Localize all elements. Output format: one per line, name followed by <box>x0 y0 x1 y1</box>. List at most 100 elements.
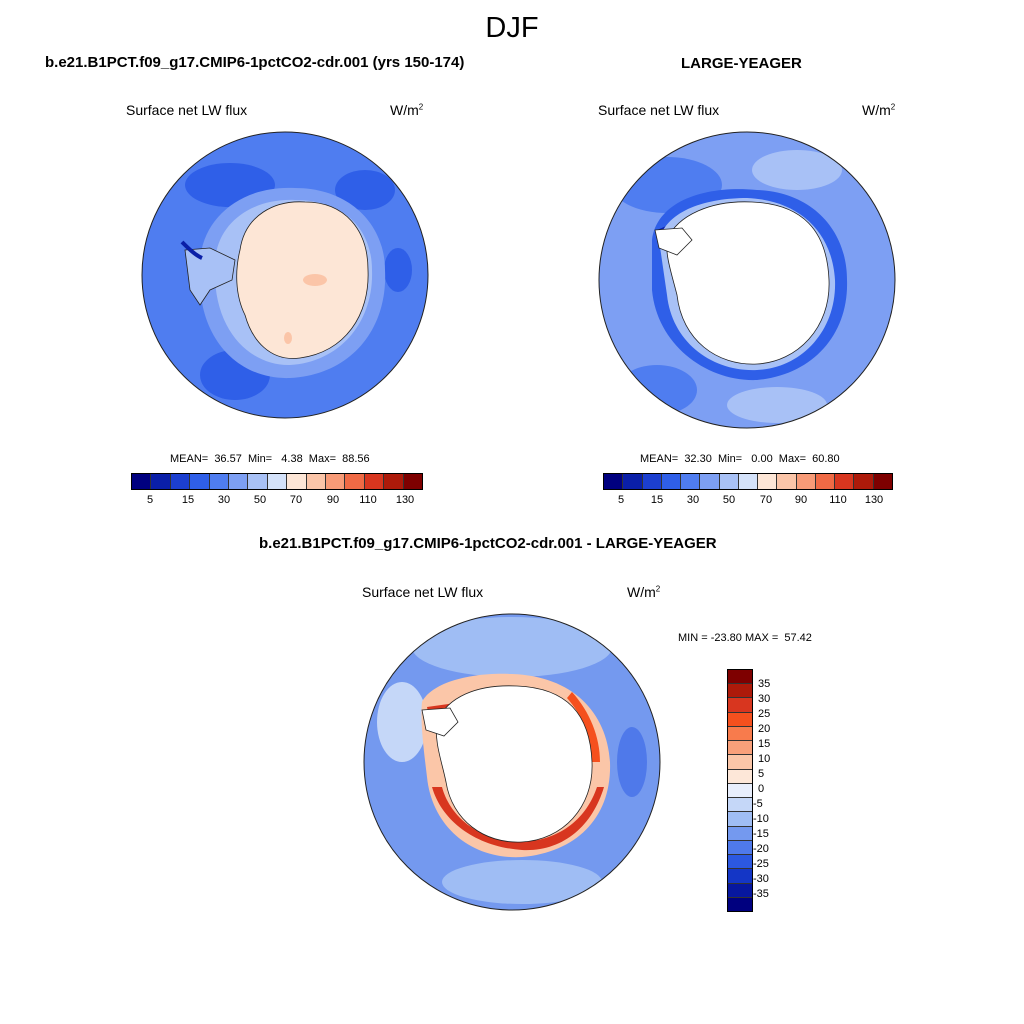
panel1-map <box>141 131 429 419</box>
panel2-colorbar-swatch-1 <box>604 474 624 489</box>
panel1-colorbar-swatch-1 <box>132 474 152 489</box>
panel3-colorbar-swatch-4 <box>728 712 752 727</box>
panel3-colorbar-swatch-8 <box>728 769 752 784</box>
panel3-colorbar-swatch-11 <box>728 812 752 827</box>
panel2-colorbar-swatch-5 <box>681 474 701 489</box>
panel3-colorbar-swatch-17 <box>728 897 752 911</box>
colorbar-tick-label: -15 <box>753 828 769 840</box>
panel1-colorbar-swatch-3 <box>170 474 191 489</box>
colorbar-tick-label: 15 <box>181 494 195 506</box>
colorbar-tick-label: 25 <box>758 708 771 720</box>
colorbar-tick-label: 10 <box>758 753 771 765</box>
panel2-variable-label: Surface net LW flux <box>598 102 720 118</box>
colorbar-tick-label: -25 <box>753 858 769 870</box>
panel2-colorbar-swatch-8 <box>738 474 759 489</box>
colorbar-tick-label: -10 <box>753 813 769 825</box>
panel1-colorbar-swatch-8 <box>267 474 288 489</box>
panel3-stats: MIN = -23.80 MAX = 57.42 <box>678 632 812 644</box>
panel2-colorbar-swatch-13 <box>835 474 855 489</box>
panel3-colorbar-swatch-15 <box>728 869 752 884</box>
colorbar-tick-label: 5 <box>617 494 625 506</box>
colorbar-tick-label: 5 <box>758 768 765 780</box>
colorbar-tick-label: 20 <box>758 723 771 735</box>
panel2-stats: MEAN= 32.30 Min= 0.00 Max= 60.80 <box>640 453 840 465</box>
panel3-colorbar-swatch-16 <box>728 883 752 898</box>
panel3-colorbar-swatch-1 <box>728 670 752 685</box>
panel1-colorbar <box>131 473 423 490</box>
panel2-colorbar-swatch-7 <box>719 474 739 489</box>
colorbar-tick-label: 110 <box>829 494 847 506</box>
panel2-colorbar-swatch-2 <box>623 474 643 489</box>
panel3-map <box>363 613 661 911</box>
panel1-colorbar-swatch-15 <box>403 474 423 489</box>
panel1-colorbar-swatch-13 <box>364 474 385 489</box>
colorbar-tick-label: -30 <box>753 873 769 885</box>
panel2-map <box>598 131 896 429</box>
panel1-colorbar-swatch-12 <box>345 474 365 489</box>
panel3-units-label: W/m2 <box>627 584 661 600</box>
colorbar-tick-label: -20 <box>753 843 769 855</box>
panel3-variable-label: Surface net LW flux <box>362 584 484 600</box>
panel1-title: b.e21.B1PCT.f09_g17.CMIP6-1pctCO2-cdr.00… <box>45 54 465 71</box>
colorbar-tick-label: 35 <box>758 678 771 690</box>
panel3-colorbar-swatch-12 <box>728 826 752 841</box>
panel3-colorbar-swatch-5 <box>728 726 752 742</box>
panel1-units-label: W/m2 <box>390 102 424 118</box>
panel2-colorbar-ticks: 5 15 30 50 70 90 110 130 <box>603 494 891 508</box>
colorbar-tick-label: 90 <box>794 494 808 506</box>
panel2-units-label: W/m2 <box>862 102 896 118</box>
panel2-colorbar-swatch-15 <box>873 474 892 489</box>
panel3-colorbar-swatch-9 <box>728 783 752 799</box>
panel1-colorbar-swatch-9 <box>287 474 307 489</box>
panel2-title: LARGE-YEAGER <box>681 55 802 72</box>
panel3-colorbar-swatch-13 <box>728 840 752 856</box>
colorbar-tick-label: 130 <box>395 494 415 506</box>
panel1-colorbar-swatch-2 <box>151 474 171 489</box>
colorbar-tick-label: 70 <box>759 494 773 506</box>
panel2-colorbar-swatch-9 <box>758 474 778 489</box>
panel3-colorbar-swatch-6 <box>728 741 752 756</box>
panel1-colorbar-swatch-5 <box>209 474 230 489</box>
panel1-colorbar-swatch-10 <box>306 474 327 489</box>
colorbar-tick-label: 90 <box>326 494 340 506</box>
colorbar-tick-label: 110 <box>359 494 377 506</box>
panel3-colorbar-swatch-10 <box>728 798 752 813</box>
panel2-colorbar-swatch-6 <box>700 474 720 489</box>
panel3-colorbar-swatch-2 <box>728 684 752 699</box>
panel2-colorbar-swatch-10 <box>777 474 797 489</box>
panel3-colorbar-swatch-14 <box>728 855 752 870</box>
colorbar-tick-label: -35 <box>753 888 769 900</box>
panel2-colorbar-swatch-11 <box>796 474 816 489</box>
panel1-colorbar-swatch-14 <box>384 474 404 489</box>
colorbar-tick-label: -5 <box>753 798 763 810</box>
panel2-colorbar <box>603 473 893 490</box>
panel1-colorbar-ticks: 5 15 30 50 70 90 110 130 <box>131 494 421 508</box>
panel2-colorbar-swatch-4 <box>661 474 682 489</box>
panel3-colorbar-swatch-3 <box>728 698 752 713</box>
colorbar-tick-label: 130 <box>864 494 884 506</box>
colorbar-tick-label: 30 <box>758 693 771 705</box>
panel1-stats: MEAN= 36.57 Min= 4.38 Max= 88.56 <box>170 453 370 465</box>
panel1-variable-label: Surface net LW flux <box>126 102 248 118</box>
colorbar-tick-label: 70 <box>289 494 303 506</box>
panel3-title: b.e21.B1PCT.f09_g17.CMIP6-1pctCO2-cdr.00… <box>259 535 717 552</box>
colorbar-tick-label: 5 <box>146 494 154 506</box>
colorbar-tick-label: 30 <box>217 494 231 506</box>
colorbar-tick-label: 30 <box>686 494 700 506</box>
panel2-colorbar-swatch-12 <box>815 474 836 489</box>
panel1-colorbar-swatch-7 <box>248 474 268 489</box>
panel1-colorbar-swatch-6 <box>229 474 249 489</box>
panel3-colorbar-swatch-7 <box>728 755 752 770</box>
colorbar-tick-label: 15 <box>650 494 664 506</box>
panel3-colorbar-ticks: 35 30 25 20 15 10 5 0 -5 -10 -15 -20 -25… <box>753 669 798 910</box>
panel2-colorbar-swatch-14 <box>854 474 874 489</box>
colorbar-tick-label: 50 <box>722 494 736 506</box>
colorbar-tick-label: 0 <box>758 783 765 795</box>
panel1-colorbar-swatch-4 <box>190 474 210 489</box>
colorbar-tick-label: 15 <box>758 738 771 750</box>
panel1-colorbar-swatch-11 <box>326 474 346 489</box>
colorbar-tick-label: 50 <box>253 494 267 506</box>
season-title: DJF <box>485 12 539 44</box>
panel2-colorbar-swatch-3 <box>642 474 662 489</box>
panel3-colorbar <box>727 669 753 912</box>
